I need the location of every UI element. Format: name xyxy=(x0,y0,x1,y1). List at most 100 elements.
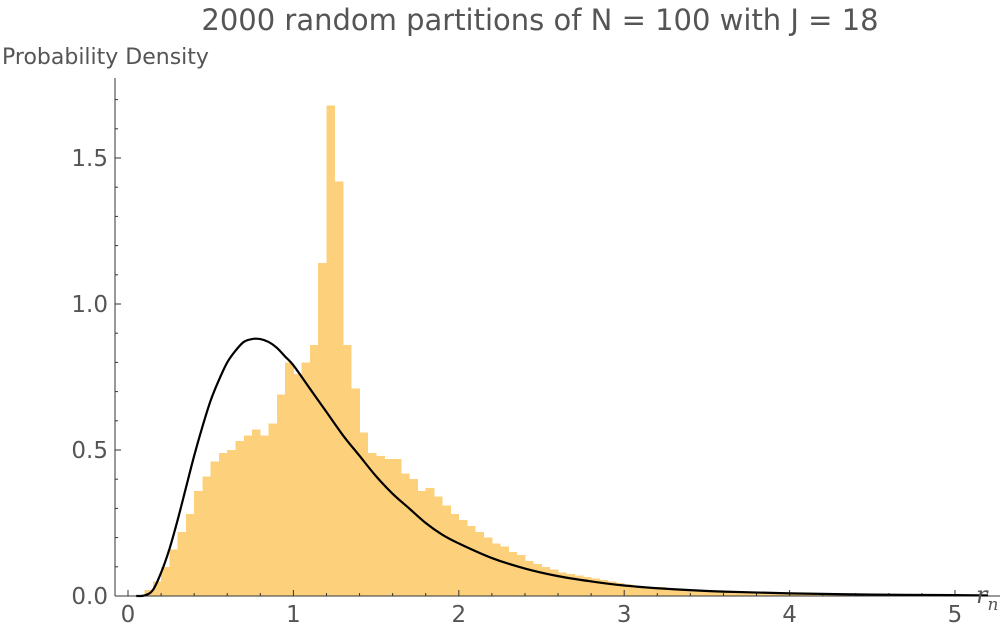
histogram-bar xyxy=(715,591,724,596)
histogram-bar xyxy=(649,587,658,596)
histogram-bar xyxy=(367,452,377,596)
histogram-bar xyxy=(830,594,840,596)
histogram-bar xyxy=(665,588,675,596)
histogram-bar xyxy=(797,594,807,596)
histogram-bar xyxy=(756,593,766,596)
histogram-bar xyxy=(260,435,269,596)
y-tick-label: 1.5 xyxy=(71,146,108,172)
histogram-bar xyxy=(706,591,716,596)
histogram-bar xyxy=(169,549,179,596)
histogram-bar xyxy=(698,591,708,596)
histogram-bar xyxy=(210,461,220,596)
y-axis-label: Probability Density xyxy=(2,45,209,70)
histogram-bar xyxy=(822,594,832,596)
y-tick-label: 0.0 xyxy=(71,584,108,610)
histogram-bar xyxy=(491,543,501,596)
histogram-bar xyxy=(814,594,824,596)
y-tick-label: 1.0 xyxy=(71,292,108,318)
histogram-bar xyxy=(409,479,418,596)
histogram-bar xyxy=(351,388,360,596)
histogram-bar xyxy=(682,590,691,596)
histogram-bar xyxy=(161,566,170,596)
histogram-bar xyxy=(690,590,700,596)
histogram-bar xyxy=(400,473,410,596)
histogram-bar xyxy=(376,455,385,596)
histogram-bar xyxy=(475,531,485,596)
histogram-bar xyxy=(202,476,212,596)
histogram-bar xyxy=(425,487,435,596)
histogram-bar xyxy=(748,593,757,596)
histogram-bar xyxy=(243,435,253,596)
histogram-bar xyxy=(218,452,228,596)
chart-title: 2000 random partitions of N = 100 with J… xyxy=(201,3,878,37)
histogram-bar xyxy=(467,525,476,596)
histogram-bar xyxy=(558,572,567,596)
histogram-bar xyxy=(392,458,402,596)
histogram-bar xyxy=(276,394,286,596)
histogram-bar xyxy=(591,578,600,596)
histogram-bar xyxy=(508,552,518,596)
histogram-bar xyxy=(806,594,815,596)
histogram-bar xyxy=(574,575,584,596)
histogram-bar xyxy=(723,591,733,596)
x-tick-label: 1 xyxy=(286,602,301,628)
histogram-bar xyxy=(343,344,352,596)
histogram-bar xyxy=(326,105,336,596)
x-axis-label: rn xyxy=(976,581,998,615)
histogram-bar xyxy=(442,505,451,596)
histogram-bar xyxy=(599,579,609,596)
histogram-bar xyxy=(549,569,559,596)
histogram-bar xyxy=(177,531,187,596)
histogram-bar xyxy=(607,581,617,596)
histogram-bar xyxy=(293,374,303,596)
histogram-bar xyxy=(640,587,650,596)
histogram-bar xyxy=(516,555,526,596)
x-tick-label: 5 xyxy=(948,602,963,628)
histogram-bar xyxy=(417,490,427,596)
histogram-bar xyxy=(384,458,394,596)
histogram-bar xyxy=(285,362,294,596)
histogram-bar xyxy=(789,594,799,596)
histogram-bar xyxy=(781,594,790,596)
y-tick-label: 0.5 xyxy=(71,438,108,464)
histogram-bar xyxy=(582,577,592,596)
histogram-bar xyxy=(252,429,261,596)
histogram-bar xyxy=(624,584,633,596)
histogram-bar xyxy=(673,588,683,596)
histogram-bar xyxy=(235,441,245,596)
histogram-bar xyxy=(500,546,509,596)
histogram-bar xyxy=(185,514,195,596)
histogram-bar xyxy=(301,362,311,596)
histogram-bar xyxy=(731,593,741,596)
histogram-bar xyxy=(227,450,236,596)
x-tick-label: 0 xyxy=(121,602,136,628)
x-axis-label-subscript: n xyxy=(987,595,998,615)
histogram-bar xyxy=(450,514,460,596)
histogram-bar xyxy=(657,587,666,596)
axis-ticks: 0 1 2 3 4 5 0.0 0.5 1.0 1.5 xyxy=(71,99,963,628)
x-tick-label: 2 xyxy=(451,602,466,628)
histogram-bar xyxy=(483,537,493,596)
histogram-bar xyxy=(615,582,625,596)
x-tick-label: 3 xyxy=(617,602,632,628)
histogram-bar xyxy=(773,593,782,596)
histogram-bar xyxy=(433,496,443,596)
histogram-bar xyxy=(194,490,203,596)
histogram-bar xyxy=(533,563,542,596)
x-axis-label-main: r xyxy=(976,581,989,609)
histogram-bar xyxy=(268,423,278,596)
fit-curve xyxy=(136,337,989,598)
histogram-bar xyxy=(566,574,575,596)
histogram-bar xyxy=(739,593,749,596)
axes xyxy=(114,78,1000,597)
histogram-bar xyxy=(458,520,468,596)
histogram-bar xyxy=(524,560,534,596)
histogram-bar xyxy=(632,585,642,596)
histogram-bar xyxy=(152,581,162,596)
histogram-bar xyxy=(359,432,369,596)
histogram-bar xyxy=(318,263,327,596)
histogram-bars xyxy=(144,105,915,597)
histogram-bar xyxy=(764,593,774,596)
histogram-bar xyxy=(541,566,551,596)
